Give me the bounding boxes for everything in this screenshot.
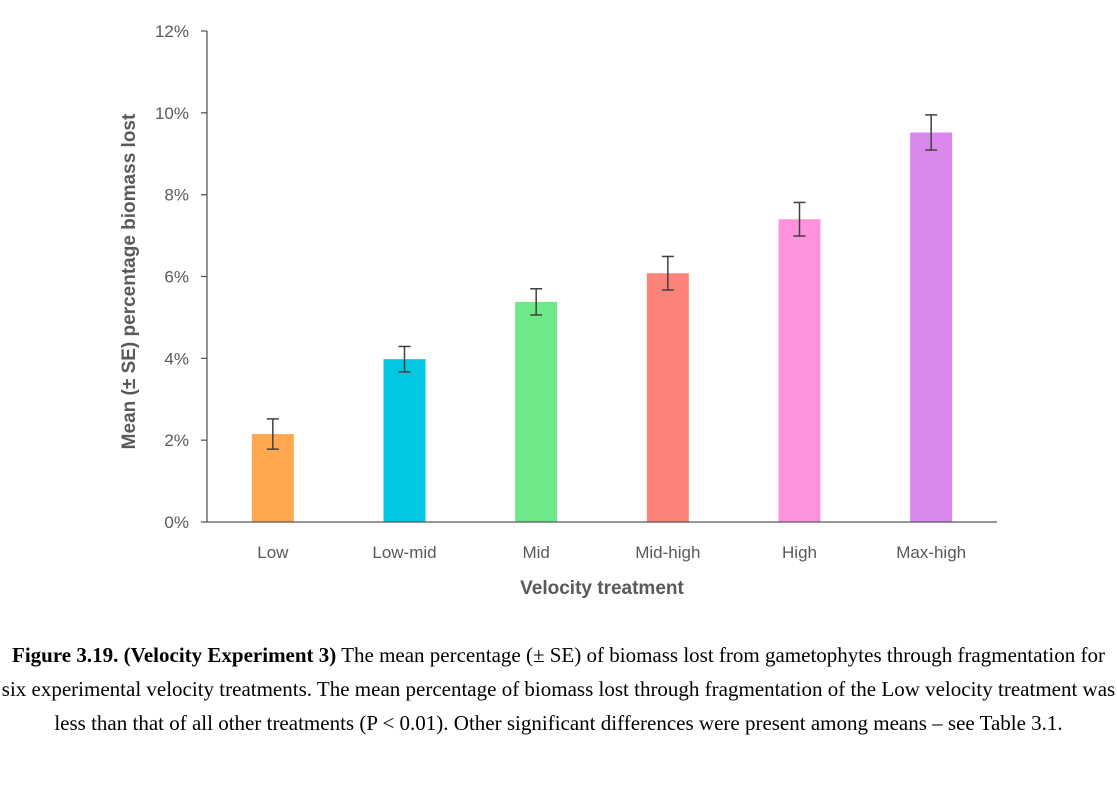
x-tick-label: Mid: [522, 543, 549, 562]
x-tick-label: High: [782, 543, 817, 562]
bar-max-high: [910, 132, 953, 522]
caption-label: Figure 3.19. (Velocity Experiment 3): [12, 643, 337, 667]
error-bar-low-mid: [398, 345, 411, 373]
figure-caption: Figure 3.19. (Velocity Experiment 3) The…: [0, 638, 1117, 740]
bar-chart: 0% 2% 4% 6% 8% 10% 12% Low Low-mid Mid Mid-high Hi…: [119, 22, 997, 599]
caption-text: The mean percentage (± SE) of biomass lo…: [1, 643, 1116, 735]
y-tick-label: 10%: [155, 104, 189, 123]
x-axis-title: Velocity treatment: [520, 578, 684, 599]
error-bar-low: [266, 418, 279, 450]
y-tick-label: 0%: [164, 513, 189, 532]
error-bar-high: [793, 201, 806, 237]
bar-mid-high: [646, 273, 689, 522]
y-tick-label: 4%: [164, 349, 189, 368]
bar-mid: [515, 301, 558, 522]
error-bar-mid: [530, 288, 543, 316]
y-tick-label: 12%: [155, 22, 189, 41]
error-bars: [266, 114, 938, 450]
bar-low-mid: [383, 359, 426, 522]
bar-high: [778, 219, 821, 522]
x-axis-tick-labels: Low Low-mid Mid Mid-high High Max-high: [257, 543, 966, 562]
y-tick-label: 6%: [164, 268, 189, 287]
x-tick-label: Mid-high: [635, 543, 700, 562]
error-bar-max-high: [925, 114, 938, 151]
x-tick-label: Low: [257, 543, 289, 562]
y-tick-label: 2%: [164, 431, 189, 450]
x-tick-label: Low-mid: [372, 543, 436, 562]
y-axis-ticks: 0% 2% 4% 6% 8% 10% 12%: [155, 22, 207, 532]
x-tick-label: Max-high: [896, 543, 966, 562]
bars: [251, 132, 953, 522]
error-bar-mid-high: [661, 255, 674, 291]
y-tick-label: 8%: [164, 186, 189, 205]
y-axis-title: Mean (± SE) percentage biomass lost: [119, 113, 140, 449]
